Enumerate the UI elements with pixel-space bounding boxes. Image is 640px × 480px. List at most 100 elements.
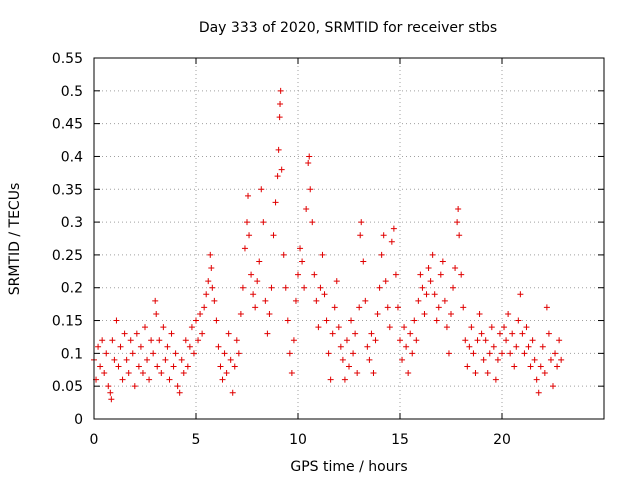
data-point <box>211 297 218 304</box>
data-point <box>248 271 255 278</box>
data-point <box>533 376 540 383</box>
data-point <box>494 356 501 363</box>
data-point <box>486 350 493 357</box>
data-point <box>311 271 318 278</box>
data-point <box>339 356 346 363</box>
data-point <box>250 291 257 298</box>
data-point <box>519 330 526 337</box>
data-point <box>286 350 293 357</box>
scatter-series <box>91 87 565 403</box>
data-point <box>445 350 452 357</box>
data-point <box>144 356 151 363</box>
data-point <box>166 376 173 383</box>
y-tick-label: 0.55 <box>52 51 83 67</box>
data-point <box>397 337 403 344</box>
data-point <box>233 337 240 344</box>
data-point <box>496 330 503 337</box>
data-point <box>203 291 210 298</box>
data-point <box>364 343 371 350</box>
x-tick-label: 10 <box>289 432 307 448</box>
data-point <box>127 337 134 344</box>
chart-title: Day 333 of 2020, SRMTID for receiver stb… <box>199 20 497 36</box>
data-point <box>462 337 469 344</box>
y-tick-label: 0.2 <box>61 281 83 297</box>
data-point <box>282 284 289 291</box>
data-point <box>215 343 222 350</box>
data-point <box>115 363 122 370</box>
data-point <box>305 160 312 167</box>
grid <box>94 58 604 419</box>
data-point <box>277 87 284 94</box>
data-point <box>368 330 375 337</box>
data-point <box>101 370 108 377</box>
data-point <box>280 251 287 258</box>
data-point <box>356 304 363 311</box>
data-point <box>352 330 359 337</box>
data-point <box>350 350 357 357</box>
data-point <box>201 304 208 311</box>
data-point <box>509 330 516 337</box>
data-point <box>370 370 377 377</box>
data-point <box>348 317 355 324</box>
data-point <box>156 337 163 344</box>
data-point <box>252 304 259 311</box>
data-point <box>535 389 542 396</box>
data-point <box>133 330 140 337</box>
data-point <box>113 317 120 324</box>
data-point <box>527 363 534 370</box>
data-point <box>386 324 393 331</box>
data-point <box>182 337 189 344</box>
data-point <box>254 278 261 285</box>
data-point <box>480 356 487 363</box>
data-point <box>431 291 438 298</box>
data-point <box>148 337 155 344</box>
data-point <box>272 199 279 206</box>
data-point <box>111 356 118 363</box>
data-point <box>270 232 277 239</box>
data-point <box>109 337 116 344</box>
data-point <box>401 324 408 331</box>
data-point <box>142 324 148 331</box>
data-point <box>405 370 412 377</box>
data-point <box>411 317 418 324</box>
data-point <box>346 363 352 370</box>
data-point <box>474 337 481 344</box>
data-point <box>458 271 465 278</box>
data-point <box>452 265 459 272</box>
data-point <box>221 350 228 357</box>
data-point <box>190 350 197 357</box>
data-point <box>306 153 313 160</box>
data-point <box>284 317 291 324</box>
data-point <box>503 337 510 344</box>
data-point <box>239 284 246 291</box>
x-tick-label: 20 <box>493 432 511 448</box>
data-point <box>399 356 406 363</box>
axis-ticks: 0 0.05 0.1 0.15 0.2 0.25 0.3 0.35 0.4 0.45 0.5 0.55… <box>52 51 604 448</box>
data-point <box>303 205 310 212</box>
y-tick-label: 0.3 <box>61 215 83 231</box>
data-point <box>450 284 457 291</box>
data-point <box>117 343 124 350</box>
data-point <box>476 310 483 317</box>
data-point <box>299 258 306 265</box>
data-point <box>529 337 536 344</box>
data-point <box>260 219 267 226</box>
data-point <box>413 337 420 344</box>
data-point <box>372 337 379 344</box>
data-point <box>131 383 138 390</box>
y-tick-label: 0.45 <box>52 117 83 133</box>
data-point <box>217 363 224 370</box>
data-point <box>186 343 193 350</box>
data-point <box>258 186 265 193</box>
data-point <box>466 343 473 350</box>
data-point <box>321 291 328 298</box>
data-point <box>150 350 157 357</box>
data-point <box>276 114 283 121</box>
data-point <box>439 258 446 265</box>
data-point <box>343 337 350 344</box>
data-point <box>407 330 414 337</box>
data-point <box>423 291 430 298</box>
data-point <box>168 330 175 337</box>
data-point <box>266 310 273 317</box>
data-point <box>164 343 171 350</box>
